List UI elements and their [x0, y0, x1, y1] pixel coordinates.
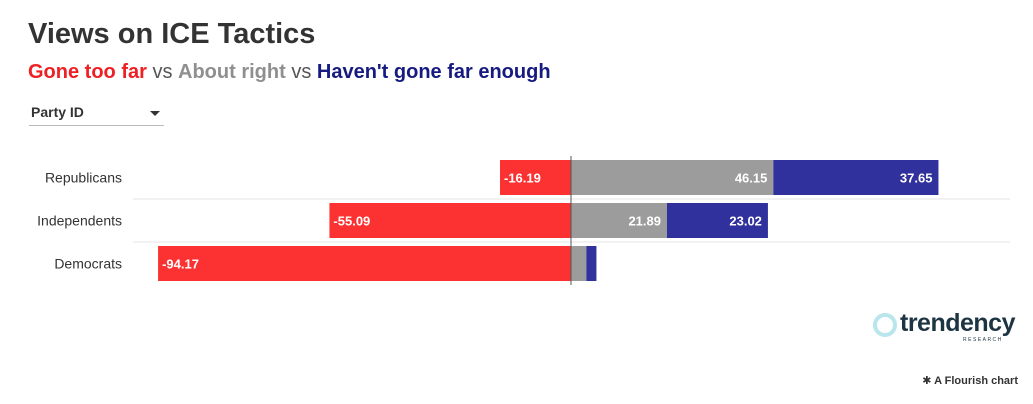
- bar-segment: [158, 246, 571, 281]
- data-label: -94.17: [162, 257, 199, 272]
- flourish-credit[interactable]: ✱ A Flourish chart: [922, 374, 1018, 387]
- bar-segment: [571, 160, 774, 195]
- subtitle-about-right: About right: [178, 61, 286, 83]
- data-label: -55.09: [333, 214, 370, 229]
- dropdown-label: Party ID: [31, 104, 84, 120]
- logo-tagline: RESEARCH: [963, 337, 1003, 343]
- logo-wordmark: trendency: [900, 309, 1015, 337]
- data-label: 23.02: [729, 214, 762, 229]
- subtitle-not-far-enough: Haven't gone far enough: [316, 61, 551, 83]
- chart-subtitle: Gone too far vs About right vs Haven't g…: [28, 61, 551, 84]
- data-label: 46.15: [735, 171, 768, 186]
- trendency-logo: trendency RESEARCH: [871, 309, 1016, 343]
- data-label: 21.89: [628, 214, 661, 229]
- data-label: -16.19: [504, 171, 541, 186]
- bar-segment: [500, 160, 571, 195]
- bar-segment: [571, 203, 667, 238]
- data-label: 37.65: [900, 171, 933, 186]
- asterisk-icon: ✱: [922, 375, 932, 387]
- subtitle-gone-too-far: Gone too far: [28, 61, 147, 83]
- chevron-down-icon[interactable]: [150, 111, 160, 116]
- category-label: Republicans: [45, 170, 122, 186]
- category-label: Independents: [37, 213, 122, 229]
- bar-chart: Republicans -16.19 46.15 37.65 Independents -…: [37, 156, 1010, 285]
- bar-segment: [329, 203, 571, 238]
- subtitle-separator: vs: [291, 61, 312, 83]
- bar-segment: [666, 203, 768, 238]
- credit-text: A Flourish chart: [934, 375, 1018, 387]
- chart-title: Views on ICE Tactics: [28, 18, 316, 50]
- party-id-dropdown[interactable]: Party ID: [29, 101, 164, 126]
- subtitle-separator: vs: [152, 61, 173, 83]
- bar-segment: [586, 246, 597, 281]
- logo-ring-icon: [873, 313, 897, 337]
- bar-segment: [773, 160, 939, 195]
- bar-segment: [571, 246, 587, 281]
- category-label: Democrats: [54, 256, 122, 272]
